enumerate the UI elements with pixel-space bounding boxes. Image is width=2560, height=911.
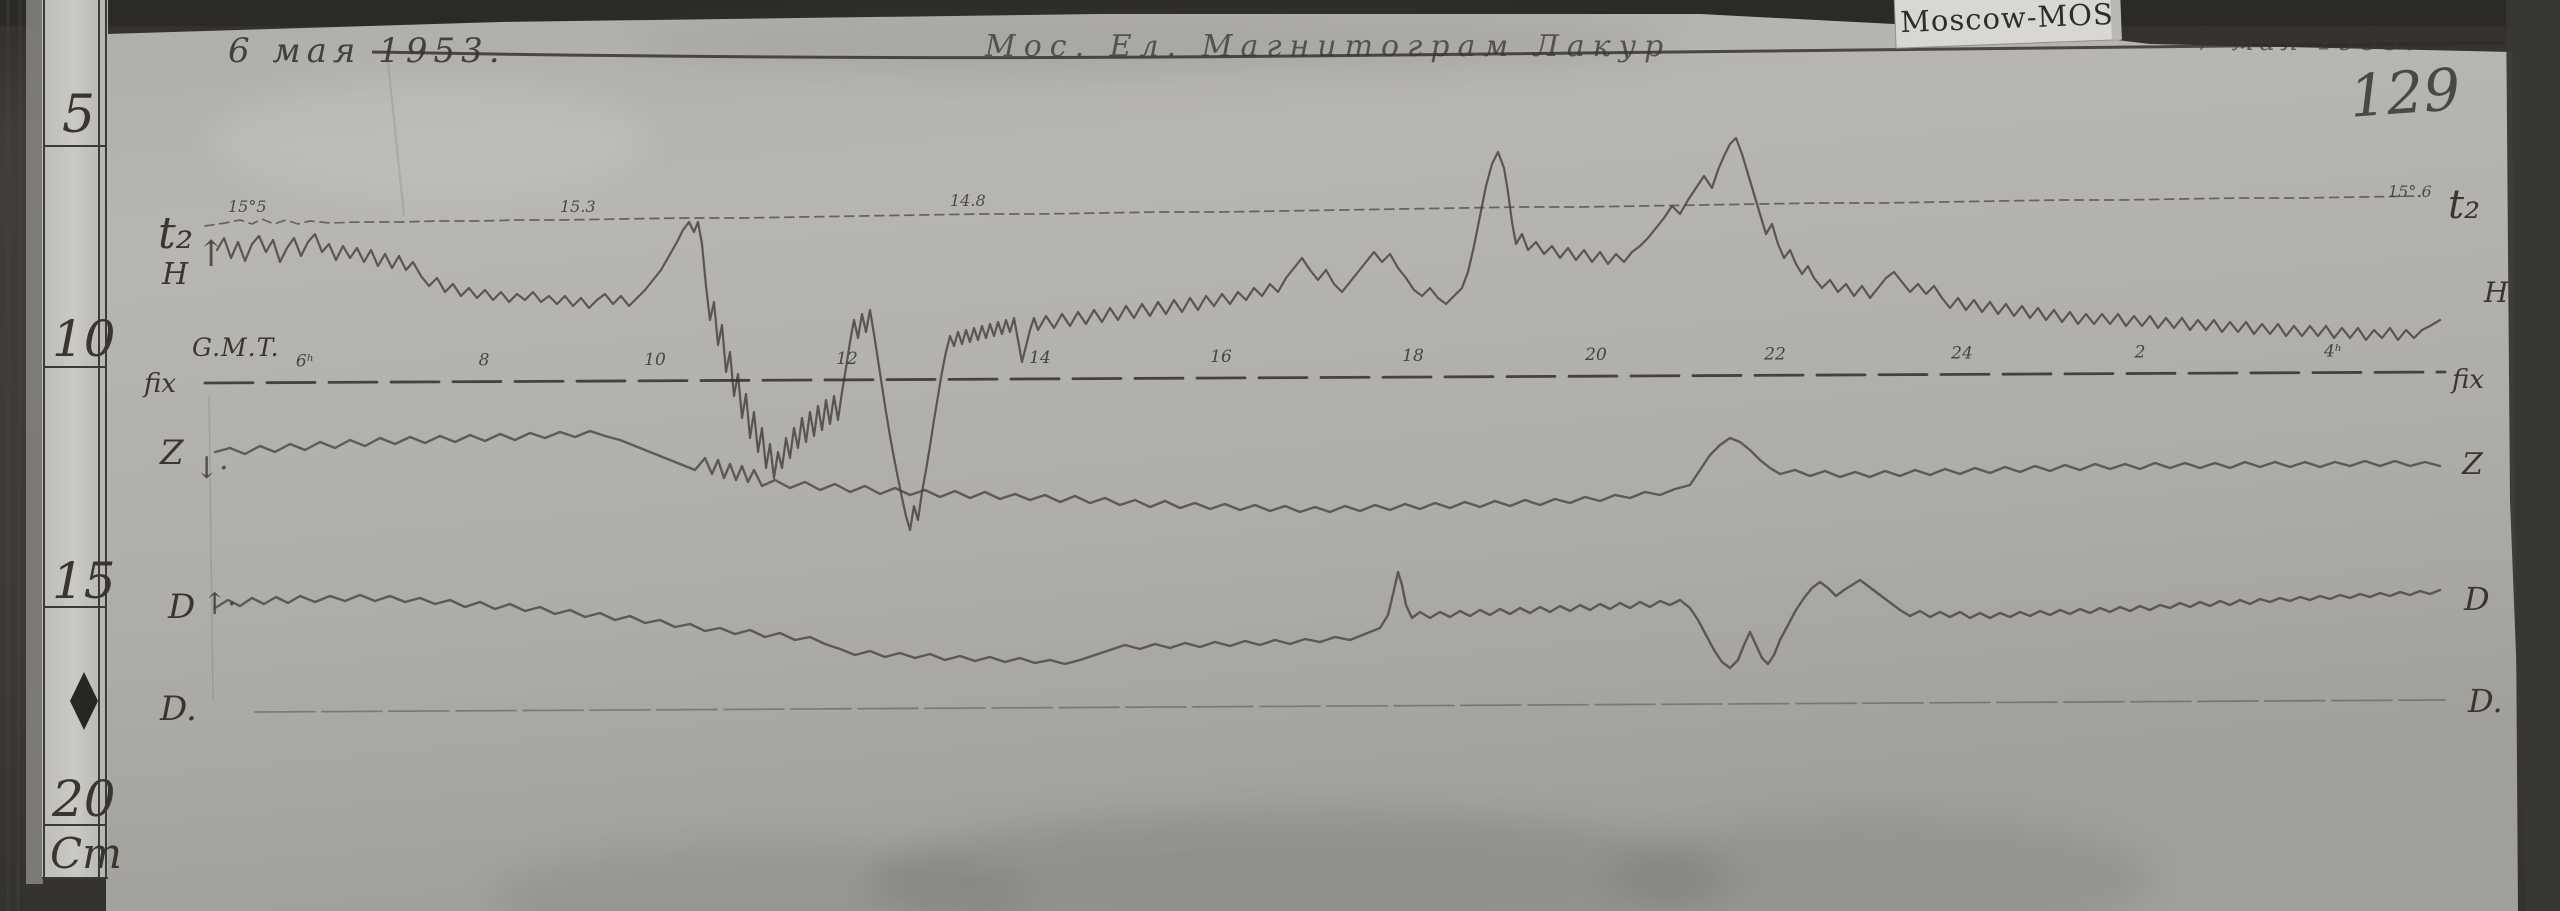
trace-labels-left: t₂ ↑ H fix Z ↓· D ↑· D. <box>142 208 237 729</box>
label-h-right: H <box>2483 276 2509 309</box>
temp-annotation-1: 15.3 <box>560 197 596 216</box>
gmt-hour-14: 14 <box>1029 348 1051 368</box>
label-z-left: Z <box>159 433 185 473</box>
ruler-shadow <box>26 0 43 884</box>
arrow-z-left: ↓· <box>194 451 229 486</box>
ruler-mark-5: 5 <box>62 85 95 145</box>
label-fix-left: fix <box>142 369 176 399</box>
gmt-hour-labels: 6ʰ 8 10 12 14 16 18 20 22 24 2 4ʰ <box>296 342 2342 372</box>
temp-annotation-0: 15°5 <box>228 197 267 216</box>
temp-annotation-3: 15°.6 <box>2388 182 2432 201</box>
label-dbase-right: D. <box>2467 682 2503 720</box>
station-label-fold <box>2110 0 2122 40</box>
trace-d_base <box>254 699 2446 713</box>
label-t2-right: t₂ <box>2448 182 2480 228</box>
label-t2-left: t₂ <box>158 208 193 259</box>
trace-fix <box>203 370 2447 385</box>
gmt-label: G.M.T. <box>192 333 280 362</box>
ruler-mark-20: 20 <box>51 770 116 828</box>
label-d-left: D <box>167 587 195 627</box>
gmt-hour-22: 22 <box>1763 344 1786 364</box>
sheet-title: Мос. Ел. Магнитограм Лакур <box>984 29 1671 64</box>
magnetogram-traces <box>203 136 2447 713</box>
top-edge-line <box>371 41 2506 60</box>
date-right: 7 мая 1953. <box>2196 26 2419 57</box>
paper-right-edge-shadow <box>2506 0 2560 911</box>
trace-D <box>213 570 2442 670</box>
gmt-hour-2: 2 <box>2134 342 2146 362</box>
station-label: Moscow-MOS <box>1893 0 2122 49</box>
temp-annotation-2: 14.8 <box>950 191 986 210</box>
paper-shading <box>208 12 2150 911</box>
gmt-hour-24: 24 <box>1950 343 1973 363</box>
ruler-unit-label: Cm <box>50 829 122 878</box>
gmt-hour-4: 4ʰ <box>2323 342 2342 362</box>
ruler-mark-15: 15 <box>52 552 116 610</box>
gmt-hour-16: 16 <box>1210 347 1232 367</box>
gmt-hour-18: 18 <box>1402 346 1424 366</box>
gmt-hour-10: 10 <box>644 350 666 370</box>
gmt-hour-12: 12 <box>836 349 858 369</box>
trace-Z <box>213 429 2442 514</box>
date-left: 6 мая 1953. <box>228 31 506 71</box>
paper-sheet <box>106 14 2518 911</box>
gmt-hour-8: 8 <box>479 351 490 371</box>
trace-H <box>215 136 2442 532</box>
ruler-mark-10: 10 <box>52 310 116 368</box>
gmt-hour-20: 20 <box>1584 345 1607 365</box>
label-fix-right: fix <box>2450 365 2484 395</box>
trace-t2 <box>204 195 2421 227</box>
label-z-right: Z <box>2461 447 2484 482</box>
page-number: 129 <box>2347 55 2462 131</box>
diamond-icon <box>70 672 98 730</box>
gmt-hour-6: 6ʰ <box>296 352 314 372</box>
ruler: 5 10 15 20 Cm <box>26 0 122 884</box>
label-h-left: H <box>161 257 189 292</box>
trace-labels-right: t₂ H fix Z D D. <box>2448 182 2509 720</box>
label-d-right: D <box>2463 580 2490 618</box>
label-dbase-left: D. <box>159 689 197 729</box>
temperature-annotations: 15°5 15.3 14.8 15°.6 <box>228 182 2432 216</box>
